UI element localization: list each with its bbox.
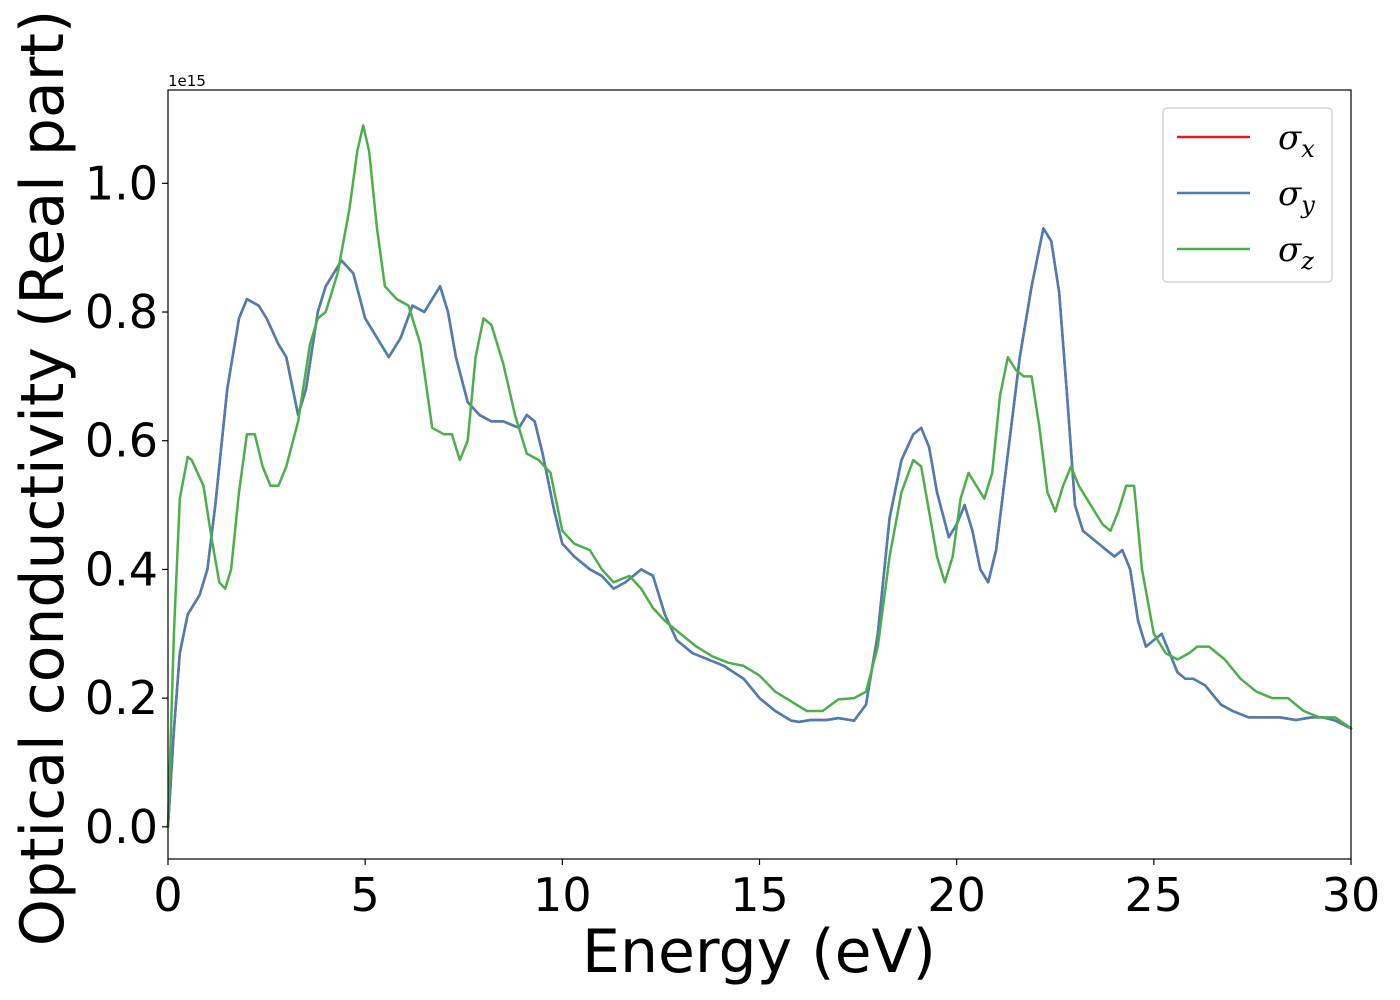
- x-tick-label: 15: [730, 868, 789, 922]
- y-tick-label: 0.4: [85, 542, 158, 596]
- x-tick-label: 0: [153, 868, 182, 922]
- series-line-z: [166, 124, 1353, 829]
- y-tick-label: 1.0: [85, 156, 158, 210]
- y-tick-label: 0.2: [85, 671, 158, 725]
- series-layer: [166, 124, 1353, 829]
- y-tick-label: 0.8: [85, 285, 158, 339]
- x-tick-label: 30: [1322, 868, 1381, 922]
- y-tick-label: 0.0: [85, 800, 158, 854]
- x-axis: 0 5 10 15 20 25 30: [153, 859, 1380, 922]
- y-axis: 0.0 0.2 0.4 0.6 0.8 1.0: [85, 156, 168, 854]
- x-tick-label: 5: [351, 868, 380, 922]
- x-tick-label: 10: [533, 868, 592, 922]
- y-axis-label: Optical conductivity (Real part): [8, 10, 78, 947]
- legend-box: [1162, 107, 1333, 283]
- x-tick-label: 20: [927, 868, 986, 922]
- x-axis-label: Energy (eV): [582, 917, 936, 987]
- series-line-y: [166, 227, 1353, 829]
- x-tick-label: 25: [1125, 868, 1184, 922]
- y-offset-label: 1e15: [168, 72, 206, 90]
- y-tick-label: 0.6: [85, 414, 158, 468]
